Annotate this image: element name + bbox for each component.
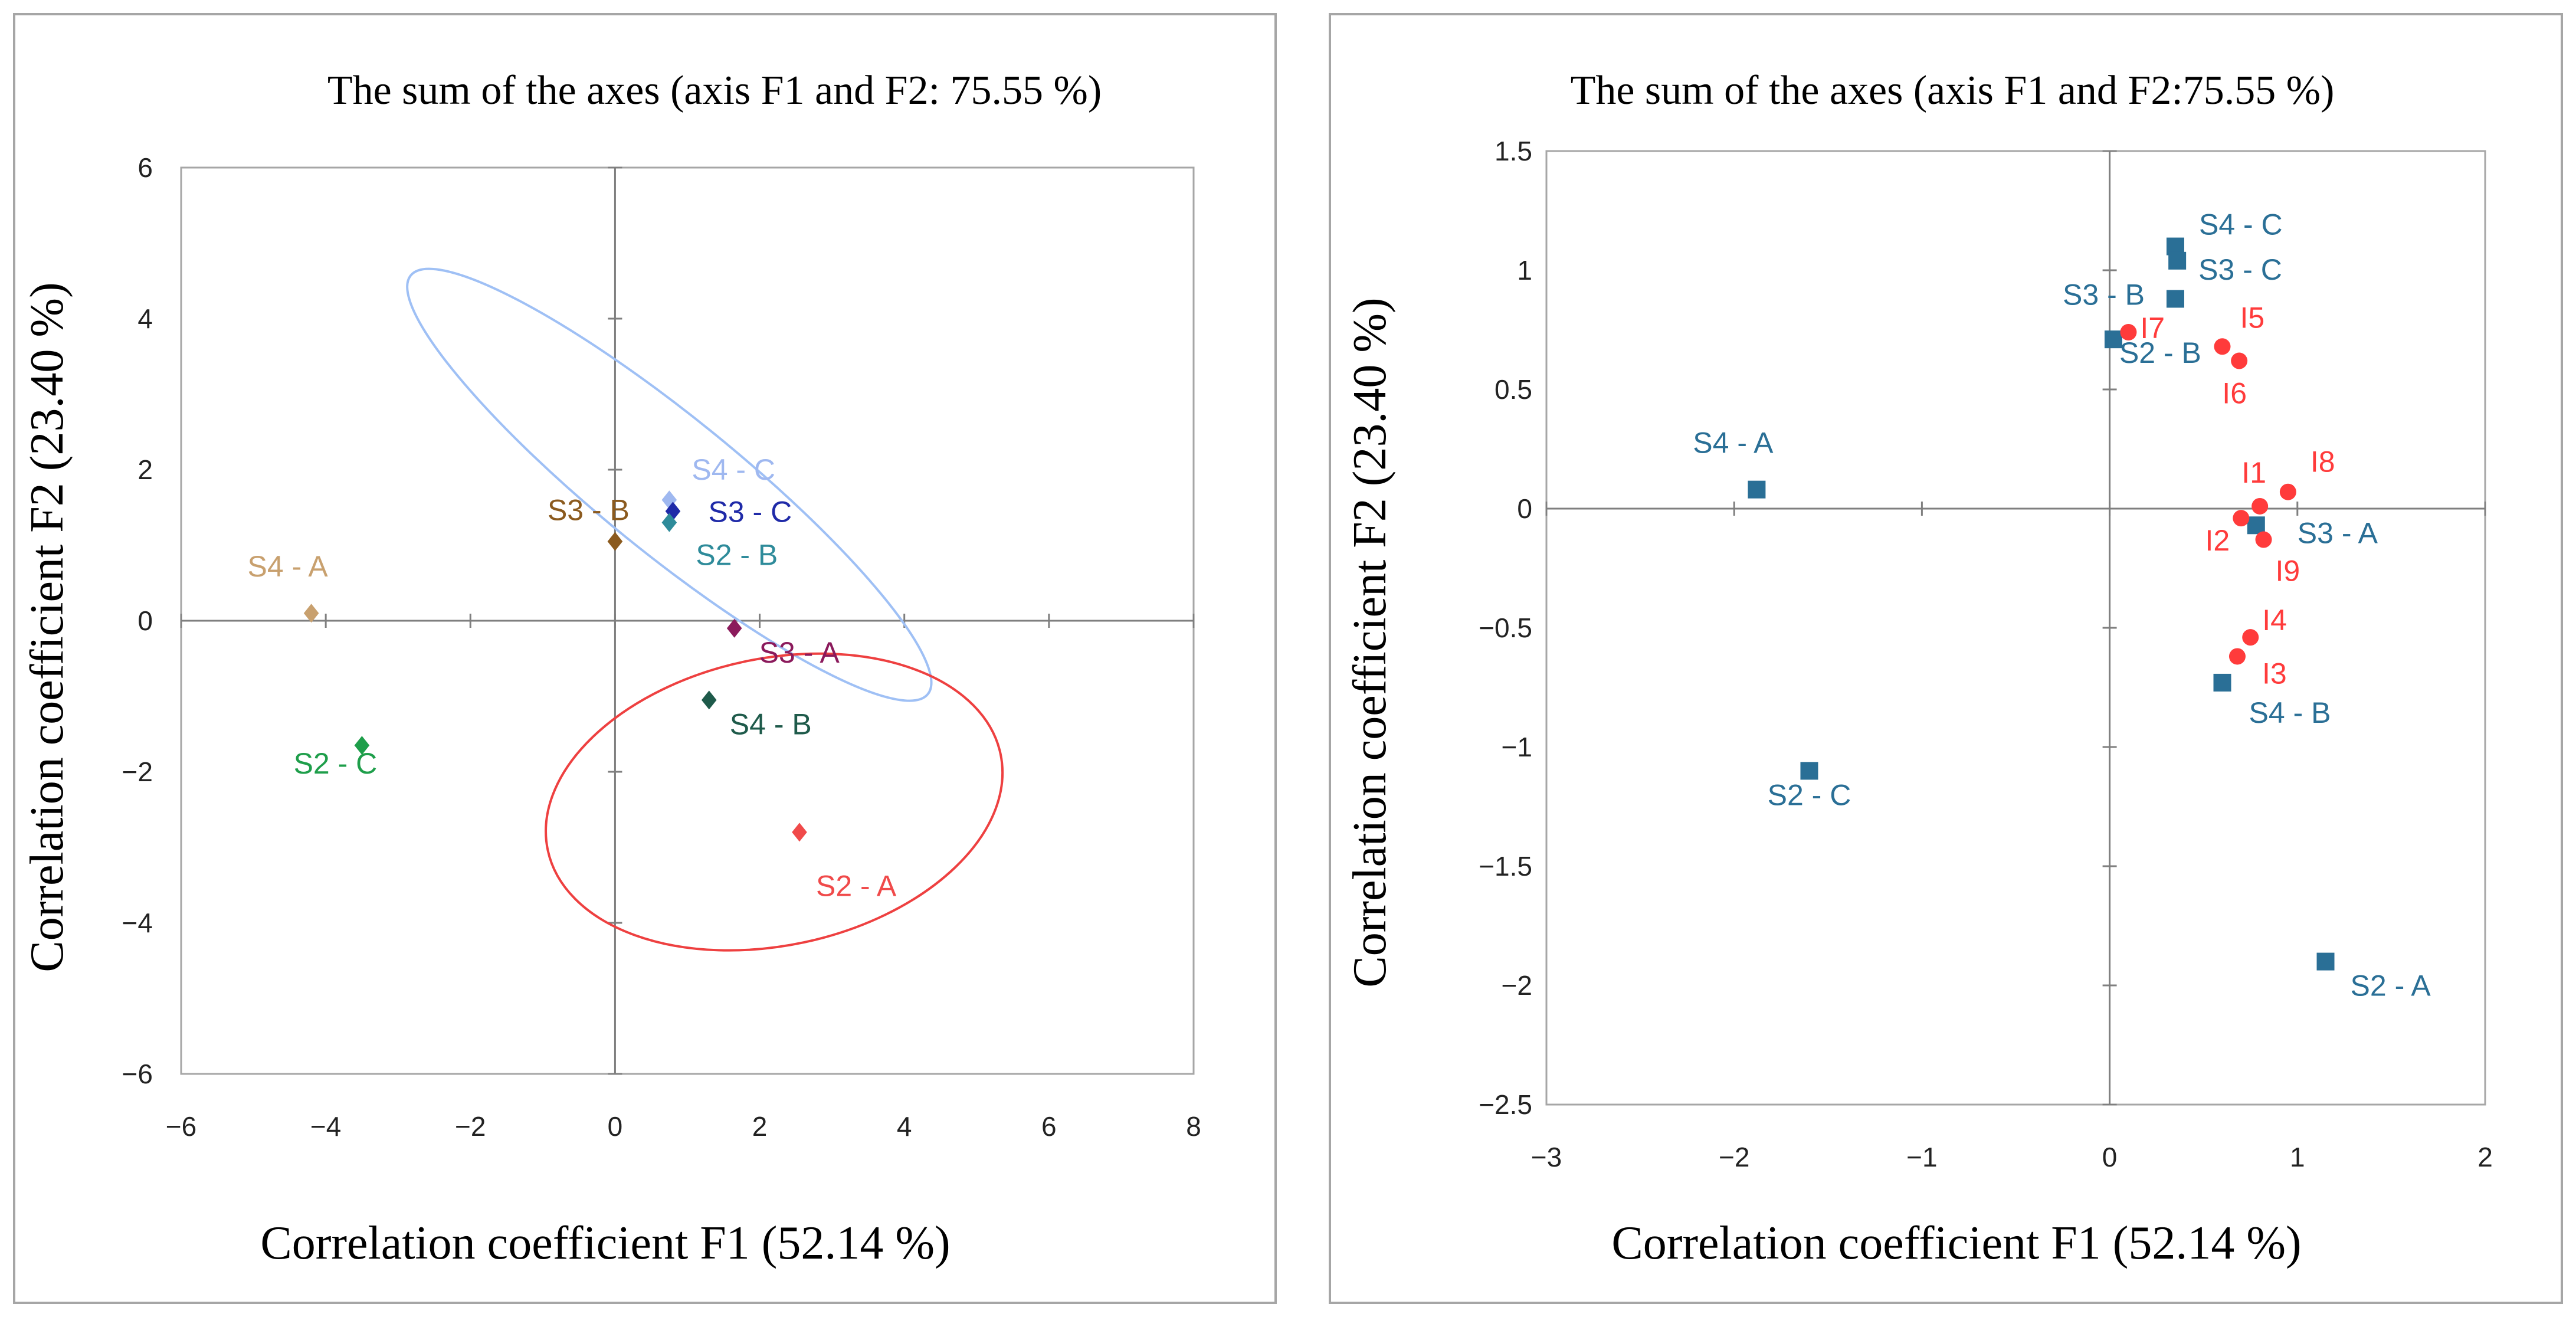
x-tick-label: 0 <box>2102 1142 2118 1172</box>
data-point-label: I9 <box>2276 555 2300 588</box>
data-point <box>726 618 742 638</box>
data-point <box>2213 673 2231 692</box>
chart-title: The sum of the axes (axis F1 and F2:75.5… <box>1571 68 2335 113</box>
data-point-label: S3 - C <box>708 495 792 528</box>
y-tick-label: 6 <box>137 152 153 183</box>
x-tick-label: 8 <box>1186 1111 1201 1142</box>
x-axis-label: Correlation coefficient F1 (52.14 %) <box>260 1217 950 1269</box>
data-point <box>2231 352 2248 369</box>
x-tick-label: −4 <box>310 1111 341 1142</box>
data-point-label: S4 - B <box>730 707 812 741</box>
data-point-label: I8 <box>2310 445 2335 479</box>
right-scatter-chart: The sum of the axes (axis F1 and F2:75.5… <box>1344 68 2493 1269</box>
x-tick-label: −2 <box>455 1111 486 1142</box>
left-scatter-chart: The sum of the axes (axis F1 and F2: 75.… <box>21 68 1201 1269</box>
y-tick-label: 4 <box>137 303 153 334</box>
y-tick-label: 1 <box>1517 255 1532 286</box>
data-point-label: S2 - C <box>294 747 378 780</box>
y-tick-label: −2 <box>122 756 153 787</box>
data-point <box>607 532 623 551</box>
x-tick-label: 1 <box>2290 1142 2305 1172</box>
data-point-label: S4 - C <box>691 453 775 486</box>
y-tick-label: 2 <box>137 454 153 485</box>
data-point <box>2104 330 2122 349</box>
data-point <box>1800 762 1818 780</box>
y-axis-label: Correlation coefficient F2 (23.40 %) <box>1344 297 1396 987</box>
data-point-label: S3 - A <box>759 636 840 669</box>
x-tick-label: 2 <box>2477 1142 2493 1172</box>
confidence-ellipse <box>545 652 1004 952</box>
data-point-label: S4 - A <box>1693 427 1774 460</box>
x-tick-label: 0 <box>608 1111 623 1142</box>
data-point-label: S2 - C <box>1768 778 1851 811</box>
data-point-label: S3 - C <box>2198 253 2282 286</box>
left-plot-area: −6 −4 −2 0 2 4 6 8 −6 −4 −2 0 2 4 6 S4 - A S2 - C S3 - B S… <box>122 152 1201 1142</box>
y-axis-label: Correlation coefficient F2 (23.40 %) <box>21 282 73 972</box>
y-tick-label: −1.5 <box>1479 851 1532 882</box>
y-tick-label: 0 <box>1517 493 1532 524</box>
x-tick-label: −1 <box>1906 1142 1937 1172</box>
data-point <box>661 513 677 532</box>
right-plot-area: −3 −2 −1 0 1 2 −2.5 −2 −1.5 −1 −0.5 0 0.5 1 1.5 S4 - A S… <box>1479 136 2493 1172</box>
x-tick-label: −2 <box>1719 1142 1749 1172</box>
y-tick-label: −0.5 <box>1479 612 1532 643</box>
y-tick-label: −2 <box>1502 970 1532 1001</box>
data-point-label: S4 - C <box>2199 208 2283 241</box>
left-chart-panel: The sum of the axes (axis F1 and F2: 75.… <box>13 13 1277 1304</box>
data-point <box>2247 516 2265 535</box>
plot-frame <box>1545 150 2486 1106</box>
data-point <box>792 823 807 842</box>
data-point <box>2251 497 2269 515</box>
data-point-label: S3 - B <box>548 494 630 527</box>
data-point-label: I3 <box>2262 657 2287 690</box>
data-point-label: S2 - B <box>2119 336 2201 369</box>
y-tick-label: 0 <box>137 605 153 636</box>
data-point <box>2214 338 2231 355</box>
data-point-label: S2 - B <box>696 539 778 572</box>
data-point <box>2166 290 2184 308</box>
data-point <box>1748 480 1766 499</box>
data-point-label: I2 <box>2205 524 2230 557</box>
x-tick-label: −3 <box>1531 1142 1562 1172</box>
data-point <box>2255 531 2272 548</box>
data-point-label: I7 <box>2140 312 2165 345</box>
data-point <box>2242 629 2259 646</box>
data-point <box>2228 648 2246 665</box>
data-point-label: I5 <box>2240 301 2265 334</box>
y-tick-label: −6 <box>122 1059 153 1089</box>
data-point <box>2279 483 2296 500</box>
data-point-label: I6 <box>2222 377 2247 410</box>
y-tick-label: −1 <box>1502 732 1532 762</box>
data-point-label: S3 - B <box>2063 278 2145 311</box>
y-tick-label: −2.5 <box>1479 1089 1532 1120</box>
data-point <box>354 736 370 755</box>
data-point-label: S4 - B <box>2249 696 2331 729</box>
y-tick-label: −4 <box>122 908 153 938</box>
data-point-label: S2 - A <box>816 869 897 902</box>
data-point <box>2233 510 2250 527</box>
x-tick-label: 2 <box>752 1111 768 1142</box>
data-point-label: S3 - A <box>2298 516 2378 549</box>
data-point <box>2120 324 2137 341</box>
x-tick-label: 6 <box>1041 1111 1057 1142</box>
data-point-label: I4 <box>2262 604 2287 637</box>
x-tick-label: 4 <box>897 1111 912 1142</box>
x-tick-label: −6 <box>166 1111 196 1142</box>
x-axis-label: Correlation coefficient F1 (52.14 %) <box>1611 1217 2301 1269</box>
chart-title: The sum of the axes (axis F1 and F2: 75.… <box>327 68 1102 113</box>
data-point <box>2168 251 2187 270</box>
confidence-ellipse <box>406 267 933 702</box>
data-point <box>2316 952 2335 971</box>
data-point <box>701 690 717 710</box>
data-point-label: S2 - A <box>2351 969 2431 1003</box>
data-point <box>303 604 319 623</box>
y-tick-label: 1.5 <box>1495 136 1532 166</box>
y-tick-label: 0.5 <box>1495 374 1532 405</box>
data-point-label: S4 - A <box>248 550 329 583</box>
data-point-label: I1 <box>2241 456 2266 489</box>
right-chart-panel: The sum of the axes (axis F1 and F2:75.5… <box>1329 13 2563 1304</box>
